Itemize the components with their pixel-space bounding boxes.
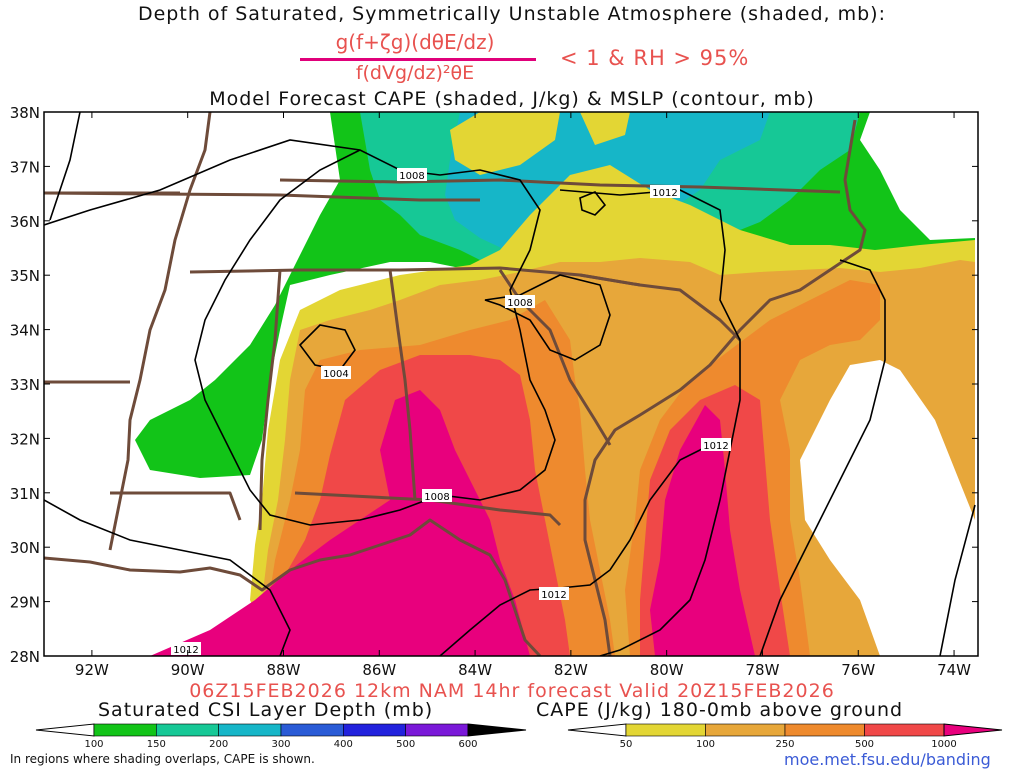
formula-fraction-bar [300, 58, 536, 61]
gulf-coast [44, 518, 542, 656]
lon-label: 74W [937, 661, 971, 679]
ms-al-line [258, 269, 282, 531]
svg-text:1008: 1008 [424, 492, 449, 503]
fl-line [294, 491, 562, 527]
lat-label: 35N [10, 267, 40, 285]
mississippi-river-west [108, 112, 212, 551]
svg-text:1004: 1004 [323, 369, 348, 380]
isobar-label: 1008 [397, 168, 427, 182]
isobar-1012-far-east [759, 259, 886, 656]
cape-legend-tick-label: 500 [854, 739, 875, 750]
lat-label: 28N [10, 648, 40, 666]
forecast-valid-line: 06Z15FEB2026 12km NAM 14hr forecast Vali… [189, 680, 835, 702]
svg-text:1008: 1008 [507, 298, 532, 309]
lat-label: 38N [10, 104, 40, 122]
cape-legend-tick-label: 1000 [931, 739, 957, 750]
lat-label: 36N [10, 213, 40, 231]
isobar-1012-east [559, 189, 741, 656]
lon-label: 82W [554, 661, 588, 679]
cape-magenta-area [150, 390, 755, 656]
svg-text:1012: 1012 [541, 590, 566, 601]
cape-gap-offshore [800, 360, 975, 656]
lon-label: 86W [362, 661, 396, 679]
cape-legend-tick-label: 50 [619, 739, 633, 750]
csi-legend-tick-label: 100 [84, 739, 104, 750]
longitude-axis: 92W 90W 88W 86W 84W 82W 80W 78W 76W 74W [75, 112, 971, 679]
isobar-label: 1012 [171, 642, 201, 656]
svg-text:1012: 1012 [173, 645, 198, 656]
csi-legend-tick-label: 200 [209, 739, 229, 750]
isobar-label: 1012 [539, 587, 569, 601]
title-line-1: Depth of Saturated, Symmetrically Unstab… [137, 3, 886, 25]
isobar-label: 1008 [422, 489, 452, 503]
isobar-1004 [298, 324, 356, 371]
csi-legend-tick-label: 600 [458, 739, 478, 750]
isobars [44, 112, 976, 656]
overlap-footnote: In regions where shading overlaps, CAPE … [10, 752, 315, 766]
la-line [110, 491, 242, 521]
lon-label: 78W [746, 661, 780, 679]
svg-text:1012: 1012 [652, 188, 677, 199]
isobar-labels: 1008 1012 1008 1004 1012 1008 1012 1012 [171, 168, 731, 656]
lat-label: 31N [10, 485, 40, 503]
isobar-1012-southwest [44, 499, 291, 656]
lat-label: 33N [10, 376, 40, 394]
cape-legend-title: CAPE (J/kg) 180-0mb above ground [536, 699, 904, 721]
lat-label: 34N [10, 322, 40, 340]
formula-condition: < 1 & RH > 95% [560, 46, 750, 70]
isobar-1012-south [439, 444, 711, 656]
al-ga-line [388, 269, 417, 501]
lon-label: 88W [267, 661, 301, 679]
csi-legend-tick-label: 500 [396, 739, 416, 750]
tn-ky-line [279, 178, 841, 194]
formula-denominator: f(dVg/dz)²θE [355, 62, 475, 84]
lon-label: 84W [458, 661, 492, 679]
csi-legend-tick-label: 300 [271, 739, 291, 750]
isobar-label: 1012 [650, 185, 680, 199]
nc-sc-line [579, 273, 742, 342]
lat-label: 32N [10, 430, 40, 448]
atlantic-coast [583, 119, 867, 656]
csi-legend-tick-label: 400 [333, 739, 353, 750]
isobar-label: 1004 [321, 366, 351, 380]
formula-numerator: g(f+ζg)(dθE/dz) [335, 30, 495, 54]
isobar-label: 1012 [701, 438, 731, 452]
state-boundaries [44, 112, 867, 656]
title-line-3: Model Forecast CAPE (shaded, J/kg) & MSL… [209, 88, 815, 110]
cape-legend-tick-label: 100 [695, 739, 716, 750]
lat-label: 29N [10, 594, 40, 612]
isobar-1008-north [44, 139, 556, 526]
isobar-label: 1008 [505, 295, 535, 309]
isobar-small-ring [579, 191, 607, 216]
cape-legend-tick-label: 250 [775, 739, 795, 750]
isobar-1012-west [49, 112, 81, 221]
website-link[interactable]: moe.met.fsu.edu/banding [784, 750, 991, 769]
latitude-axis: 38N 37N 36N 35N 34N 33N 32N 31N 30N 29N 28N [10, 104, 978, 666]
lat-label: 37N [10, 158, 40, 176]
svg-text:1008: 1008 [399, 171, 424, 182]
isobar-1008-ring [484, 274, 611, 361]
csi-legend-title: Saturated CSI Layer Depth (mb) [98, 699, 434, 721]
lon-label: 92W [75, 661, 109, 679]
csi-legend-tick-label: 150 [146, 739, 166, 750]
lat-label: 30N [10, 539, 40, 557]
lon-label: 90W [171, 661, 205, 679]
lon-label: 76W [841, 661, 875, 679]
svg-text:1012: 1012 [703, 441, 728, 452]
lon-label: 80W [650, 661, 684, 679]
isobar-1016-east [939, 504, 976, 656]
